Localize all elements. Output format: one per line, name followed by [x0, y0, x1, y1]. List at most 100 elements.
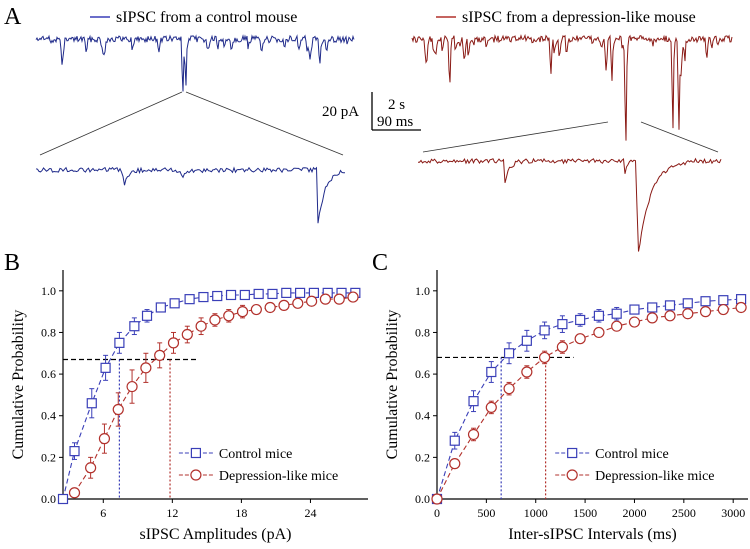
b-legend-label-control: Control mice — [219, 447, 293, 462]
b-control-point — [155, 302, 166, 313]
control-trace-long — [35, 34, 355, 92]
c-control-point — [486, 366, 497, 378]
c-x-tick-label: 1500 — [573, 506, 597, 520]
c-x-axis-title: Inter-sIPSC Intervals (ms) — [508, 526, 677, 543]
c-y-tick-label: 0.6 — [415, 367, 430, 381]
b-depression-point — [98, 433, 111, 445]
depression-trace-label: sIPSC from a depression-like mouse — [462, 9, 696, 26]
b-depression-point — [85, 462, 97, 474]
b-control-point — [239, 289, 250, 301]
b-legend-marker — [190, 447, 201, 459]
b-legend-marker — [190, 469, 202, 481]
c-depression-point — [485, 401, 497, 413]
b-y-tick-label: 0.4 — [41, 409, 56, 423]
c-x-tick-label: 1000 — [524, 506, 548, 520]
c-depression-point — [593, 326, 605, 339]
c-control-point — [629, 304, 640, 315]
c-depression-point — [539, 351, 551, 364]
c-depression-point — [682, 308, 694, 320]
b-control-point — [86, 398, 97, 409]
c-depression-point — [699, 306, 712, 318]
c-x-tick-label: 2500 — [672, 506, 696, 520]
c-x-tick-label: 0 — [434, 506, 440, 520]
b-depression-point — [250, 303, 262, 316]
c-control-point — [539, 325, 550, 336]
c-depression-point — [449, 458, 461, 470]
c-depression-point — [574, 333, 586, 345]
b-control-point — [253, 288, 264, 300]
b-x-tick-label: 6 — [100, 506, 106, 520]
c-control-point — [521, 335, 532, 346]
c-depression-point — [717, 303, 729, 316]
b-depression-point — [126, 380, 138, 393]
b-control-point — [281, 287, 292, 298]
c-y-tick-label: 0.4 — [415, 409, 430, 423]
b-y-tick-label: 0.0 — [41, 492, 56, 506]
c-depression-point — [735, 301, 747, 314]
c-control-point — [647, 302, 658, 313]
b-control-point — [212, 290, 223, 302]
b-y-tick-label: 0.6 — [41, 367, 56, 381]
b-control-point — [225, 289, 237, 301]
b-depression-point — [112, 403, 124, 416]
b-legend-label-depression: Depression-like mice — [219, 469, 338, 484]
c-control-point — [503, 348, 515, 359]
c-depression-point — [646, 312, 658, 324]
b-depression-point — [140, 362, 152, 374]
b-x-tick-label: 18 — [235, 506, 247, 520]
b-control-point — [69, 446, 80, 457]
b-x-axis-title: sIPSC Amplitudes (pA) — [139, 526, 291, 543]
b-depression-point — [319, 293, 332, 305]
b-depression-point — [181, 328, 193, 341]
depression-trace-long — [411, 33, 733, 141]
c-control-point — [664, 300, 676, 311]
scalebar-time-long-label: 2 s — [388, 97, 405, 113]
b-control-point — [141, 310, 153, 321]
c-depression-point — [467, 428, 480, 441]
b-depression-point — [292, 297, 304, 309]
c-x-tick-label: 2000 — [622, 506, 646, 520]
c-control-point — [718, 295, 729, 306]
c-legend-marker — [566, 469, 578, 481]
b-depression-point — [347, 291, 359, 303]
depression-trace-zoomed — [418, 157, 722, 252]
c-legend-label-control: Control mice — [595, 447, 669, 462]
b-control-line — [62, 292, 356, 500]
c-legend-label-depression: Depression-like mice — [595, 469, 714, 484]
b-depression-point — [209, 314, 221, 326]
b-control-point — [114, 337, 125, 348]
c-depression-point — [556, 341, 568, 353]
c-y-axis-title: Cumulative Probability — [384, 310, 401, 460]
c-y-tick-label: 1.0 — [415, 284, 430, 298]
b-control-point — [267, 288, 278, 300]
c-control-point — [611, 308, 622, 319]
b-depression-point — [333, 293, 345, 305]
b-x-tick-label: 24 — [304, 506, 316, 520]
scalebar-time-short-label: 90 ms — [377, 114, 413, 130]
control-zoom-line-left — [39, 91, 183, 156]
c-depression-point — [664, 310, 676, 322]
b-control-point — [100, 362, 111, 373]
panel-label-a: A — [4, 4, 22, 30]
b-depression-point — [306, 295, 318, 307]
b-y-axis-title: Cumulative Probability — [10, 310, 27, 460]
c-y-tick-label: 0.0 — [415, 492, 430, 506]
c-y-tick-label: 0.2 — [415, 450, 430, 464]
c-control-point — [468, 396, 479, 407]
b-control-point — [129, 321, 140, 332]
c-control-point — [449, 435, 460, 446]
b-depression-point — [68, 487, 81, 499]
scalebar-amp-label: 20 pA — [322, 104, 359, 120]
c-legend-marker — [567, 447, 578, 459]
chart-panel-c: 0.0 0.2 0.4 0.6 0.8 1.0 0 500 1000 1500 2000 2500 30… — [384, 270, 748, 543]
c-control-point — [557, 319, 568, 330]
c-depression-point — [503, 383, 515, 395]
b-y-tick-label: 1.0 — [41, 284, 56, 298]
c-x-tick-label: 3000 — [721, 506, 745, 520]
b-depression-point — [167, 337, 180, 349]
c-depression-point — [611, 320, 623, 332]
b-control-point — [198, 291, 209, 303]
b-control-point — [184, 294, 195, 305]
control-trace-zoomed — [35, 166, 345, 224]
